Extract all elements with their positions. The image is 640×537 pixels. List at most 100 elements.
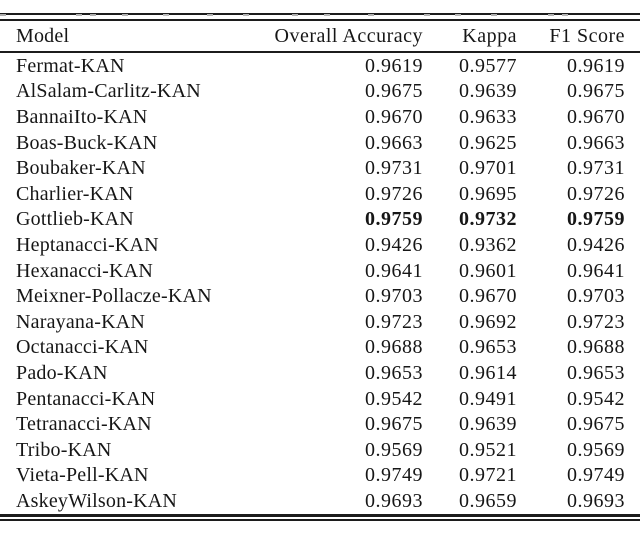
overall-accuracy-cell: 0.9703 — [365, 285, 423, 308]
overall-accuracy-cell: 0.9670 — [365, 105, 423, 128]
f1-score-cell: 0.9723 — [567, 310, 625, 333]
table-row: Meixner-Pollacze-KAN 0.9703 0.9670 0.970… — [0, 283, 640, 309]
model-cell: Tetranacci-KAN — [16, 413, 152, 436]
f1-score-cell: 0.9641 — [567, 259, 625, 282]
kappa-cell: 0.9614 — [459, 361, 517, 384]
kappa-cell: 0.9695 — [459, 182, 517, 205]
model-cell: Heptanacci-KAN — [16, 233, 159, 256]
table-row: Pentanacci-KAN 0.9542 0.9491 0.9542 — [0, 386, 640, 412]
model-cell: AlSalam-Carlitz-KAN — [16, 80, 201, 103]
model-cell: Hexanacci-KAN — [16, 259, 153, 282]
table-row: Pado-KAN 0.9653 0.9614 0.9653 — [0, 360, 640, 386]
table-row: AlSalam-Carlitz-KAN 0.9675 0.9639 0.9675 — [0, 79, 640, 105]
model-cell: Pentanacci-KAN — [16, 387, 156, 410]
overall-accuracy-cell: 0.9675 — [365, 80, 423, 103]
model-cell: Gottlieb-KAN — [16, 208, 134, 231]
table-row: AskeyWilson-KAN 0.9693 0.9659 0.9693 — [0, 488, 640, 514]
overall-accuracy-cell: 0.9619 — [365, 54, 423, 77]
kappa-cell: 0.9659 — [459, 489, 517, 512]
f1-score-cell: 0.9426 — [567, 233, 625, 256]
column-header-model: Model — [16, 25, 70, 47]
overall-accuracy-cell: 0.9688 — [365, 336, 423, 359]
f1-score-cell: 0.9675 — [567, 413, 625, 436]
table-row: Boubaker-KAN 0.9731 0.9701 0.9731 — [0, 155, 640, 181]
f1-score-cell: 0.9688 — [567, 336, 625, 359]
overall-accuracy-cell: 0.9663 — [365, 131, 423, 154]
kappa-cell: 0.9625 — [459, 131, 517, 154]
column-header-overall-accuracy: Overall Accuracy — [274, 25, 423, 47]
overall-accuracy-cell: 0.9731 — [365, 157, 423, 180]
table-body: Fermat-KAN 0.9619 0.9577 0.9619 AlSalam-… — [0, 53, 640, 514]
kappa-cell: 0.9639 — [459, 80, 517, 103]
table-top-rule-1 — [0, 13, 640, 15]
kappa-cell: 0.9653 — [459, 336, 517, 359]
model-cell: Narayana-KAN — [16, 310, 146, 333]
table-top-rule-2 — [0, 19, 640, 21]
table-row: Octanacci-KAN 0.9688 0.9653 0.9688 — [0, 335, 640, 361]
kappa-cell: 0.9633 — [459, 105, 517, 128]
overall-accuracy-cell: 0.9749 — [365, 464, 423, 487]
kappa-cell: 0.9639 — [459, 413, 517, 436]
f1-score-cell: 0.9569 — [567, 438, 625, 461]
table-header-row: Model Overall Accuracy Kappa F1 Score — [0, 21, 640, 51]
overall-accuracy-cell: 0.9641 — [365, 259, 423, 282]
model-cell: BannaiIto-KAN — [16, 105, 148, 128]
overall-accuracy-cell: 0.9542 — [365, 387, 423, 410]
kappa-cell: 0.9577 — [459, 54, 517, 77]
column-header-f1-score: F1 Score — [549, 25, 625, 47]
f1-score-cell: 0.9663 — [567, 131, 625, 154]
table-row: Gottlieb-KAN 0.9759 0.9732 0.9759 — [0, 207, 640, 233]
kappa-cell: 0.9732 — [459, 208, 517, 231]
table-bottom-rule-2 — [0, 519, 640, 522]
table-row: Hexanacci-KAN 0.9641 0.9601 0.9641 — [0, 258, 640, 284]
model-cell: Pado-KAN — [16, 361, 108, 384]
model-cell: Charlier-KAN — [16, 182, 134, 205]
overall-accuracy-cell: 0.9726 — [365, 182, 423, 205]
model-cell: Octanacci-KAN — [16, 336, 149, 359]
kappa-cell: 0.9601 — [459, 259, 517, 282]
table-row: BannaiIto-KAN 0.9670 0.9633 0.9670 — [0, 104, 640, 130]
column-header-kappa: Kappa — [462, 25, 517, 47]
overall-accuracy-cell: 0.9675 — [365, 413, 423, 436]
kappa-cell: 0.9362 — [459, 233, 517, 256]
table-row: Tribo-KAN 0.9569 0.9521 0.9569 — [0, 437, 640, 463]
model-cell: AskeyWilson-KAN — [16, 489, 178, 512]
kappa-cell: 0.9521 — [459, 438, 517, 461]
f1-score-cell: 0.9670 — [567, 105, 625, 128]
f1-score-cell: 0.9749 — [567, 464, 625, 487]
table-row: Narayana-KAN 0.9723 0.9692 0.9723 — [0, 309, 640, 335]
overall-accuracy-cell: 0.9426 — [365, 233, 423, 256]
table-header-rule — [0, 51, 640, 53]
cropped-caption-fragments — [0, 14, 6, 16]
table-row: Tetranacci-KAN 0.9675 0.9639 0.9675 — [0, 411, 640, 437]
kappa-cell: 0.9491 — [459, 387, 517, 410]
overall-accuracy-cell: 0.9653 — [365, 361, 423, 384]
f1-score-cell: 0.9703 — [567, 285, 625, 308]
f1-score-cell: 0.9731 — [567, 157, 625, 180]
model-cell: Fermat-KAN — [16, 54, 125, 77]
kappa-cell: 0.9721 — [459, 464, 517, 487]
f1-score-cell: 0.9542 — [567, 387, 625, 410]
overall-accuracy-cell: 0.9569 — [365, 438, 423, 461]
model-cell: Boas-Buck-KAN — [16, 131, 158, 154]
model-cell: Boubaker-KAN — [16, 157, 146, 180]
table-row: Boas-Buck-KAN 0.9663 0.9625 0.9663 — [0, 130, 640, 156]
kappa-cell: 0.9701 — [459, 157, 517, 180]
f1-score-cell: 0.9726 — [567, 182, 625, 205]
f1-score-cell: 0.9675 — [567, 80, 625, 103]
f1-score-cell: 0.9693 — [567, 489, 625, 512]
overall-accuracy-cell: 0.9759 — [365, 208, 423, 231]
table-row: Charlier-KAN 0.9726 0.9695 0.9726 — [0, 181, 640, 207]
overall-accuracy-cell: 0.9723 — [365, 310, 423, 333]
f1-score-cell: 0.9653 — [567, 361, 625, 384]
f1-score-cell: 0.9759 — [567, 208, 625, 231]
model-cell: Vieta-Pell-KAN — [16, 464, 149, 487]
metrics-table: Model Overall Accuracy Kappa F1 Score Fe… — [0, 13, 640, 522]
model-cell: Meixner-Pollacze-KAN — [16, 285, 212, 308]
table-row: Fermat-KAN 0.9619 0.9577 0.9619 — [0, 53, 640, 79]
kappa-cell: 0.9692 — [459, 310, 517, 333]
kappa-cell: 0.9670 — [459, 285, 517, 308]
table-row: Heptanacci-KAN 0.9426 0.9362 0.9426 — [0, 232, 640, 258]
model-cell: Tribo-KAN — [16, 438, 112, 461]
table-row: Vieta-Pell-KAN 0.9749 0.9721 0.9749 — [0, 463, 640, 489]
